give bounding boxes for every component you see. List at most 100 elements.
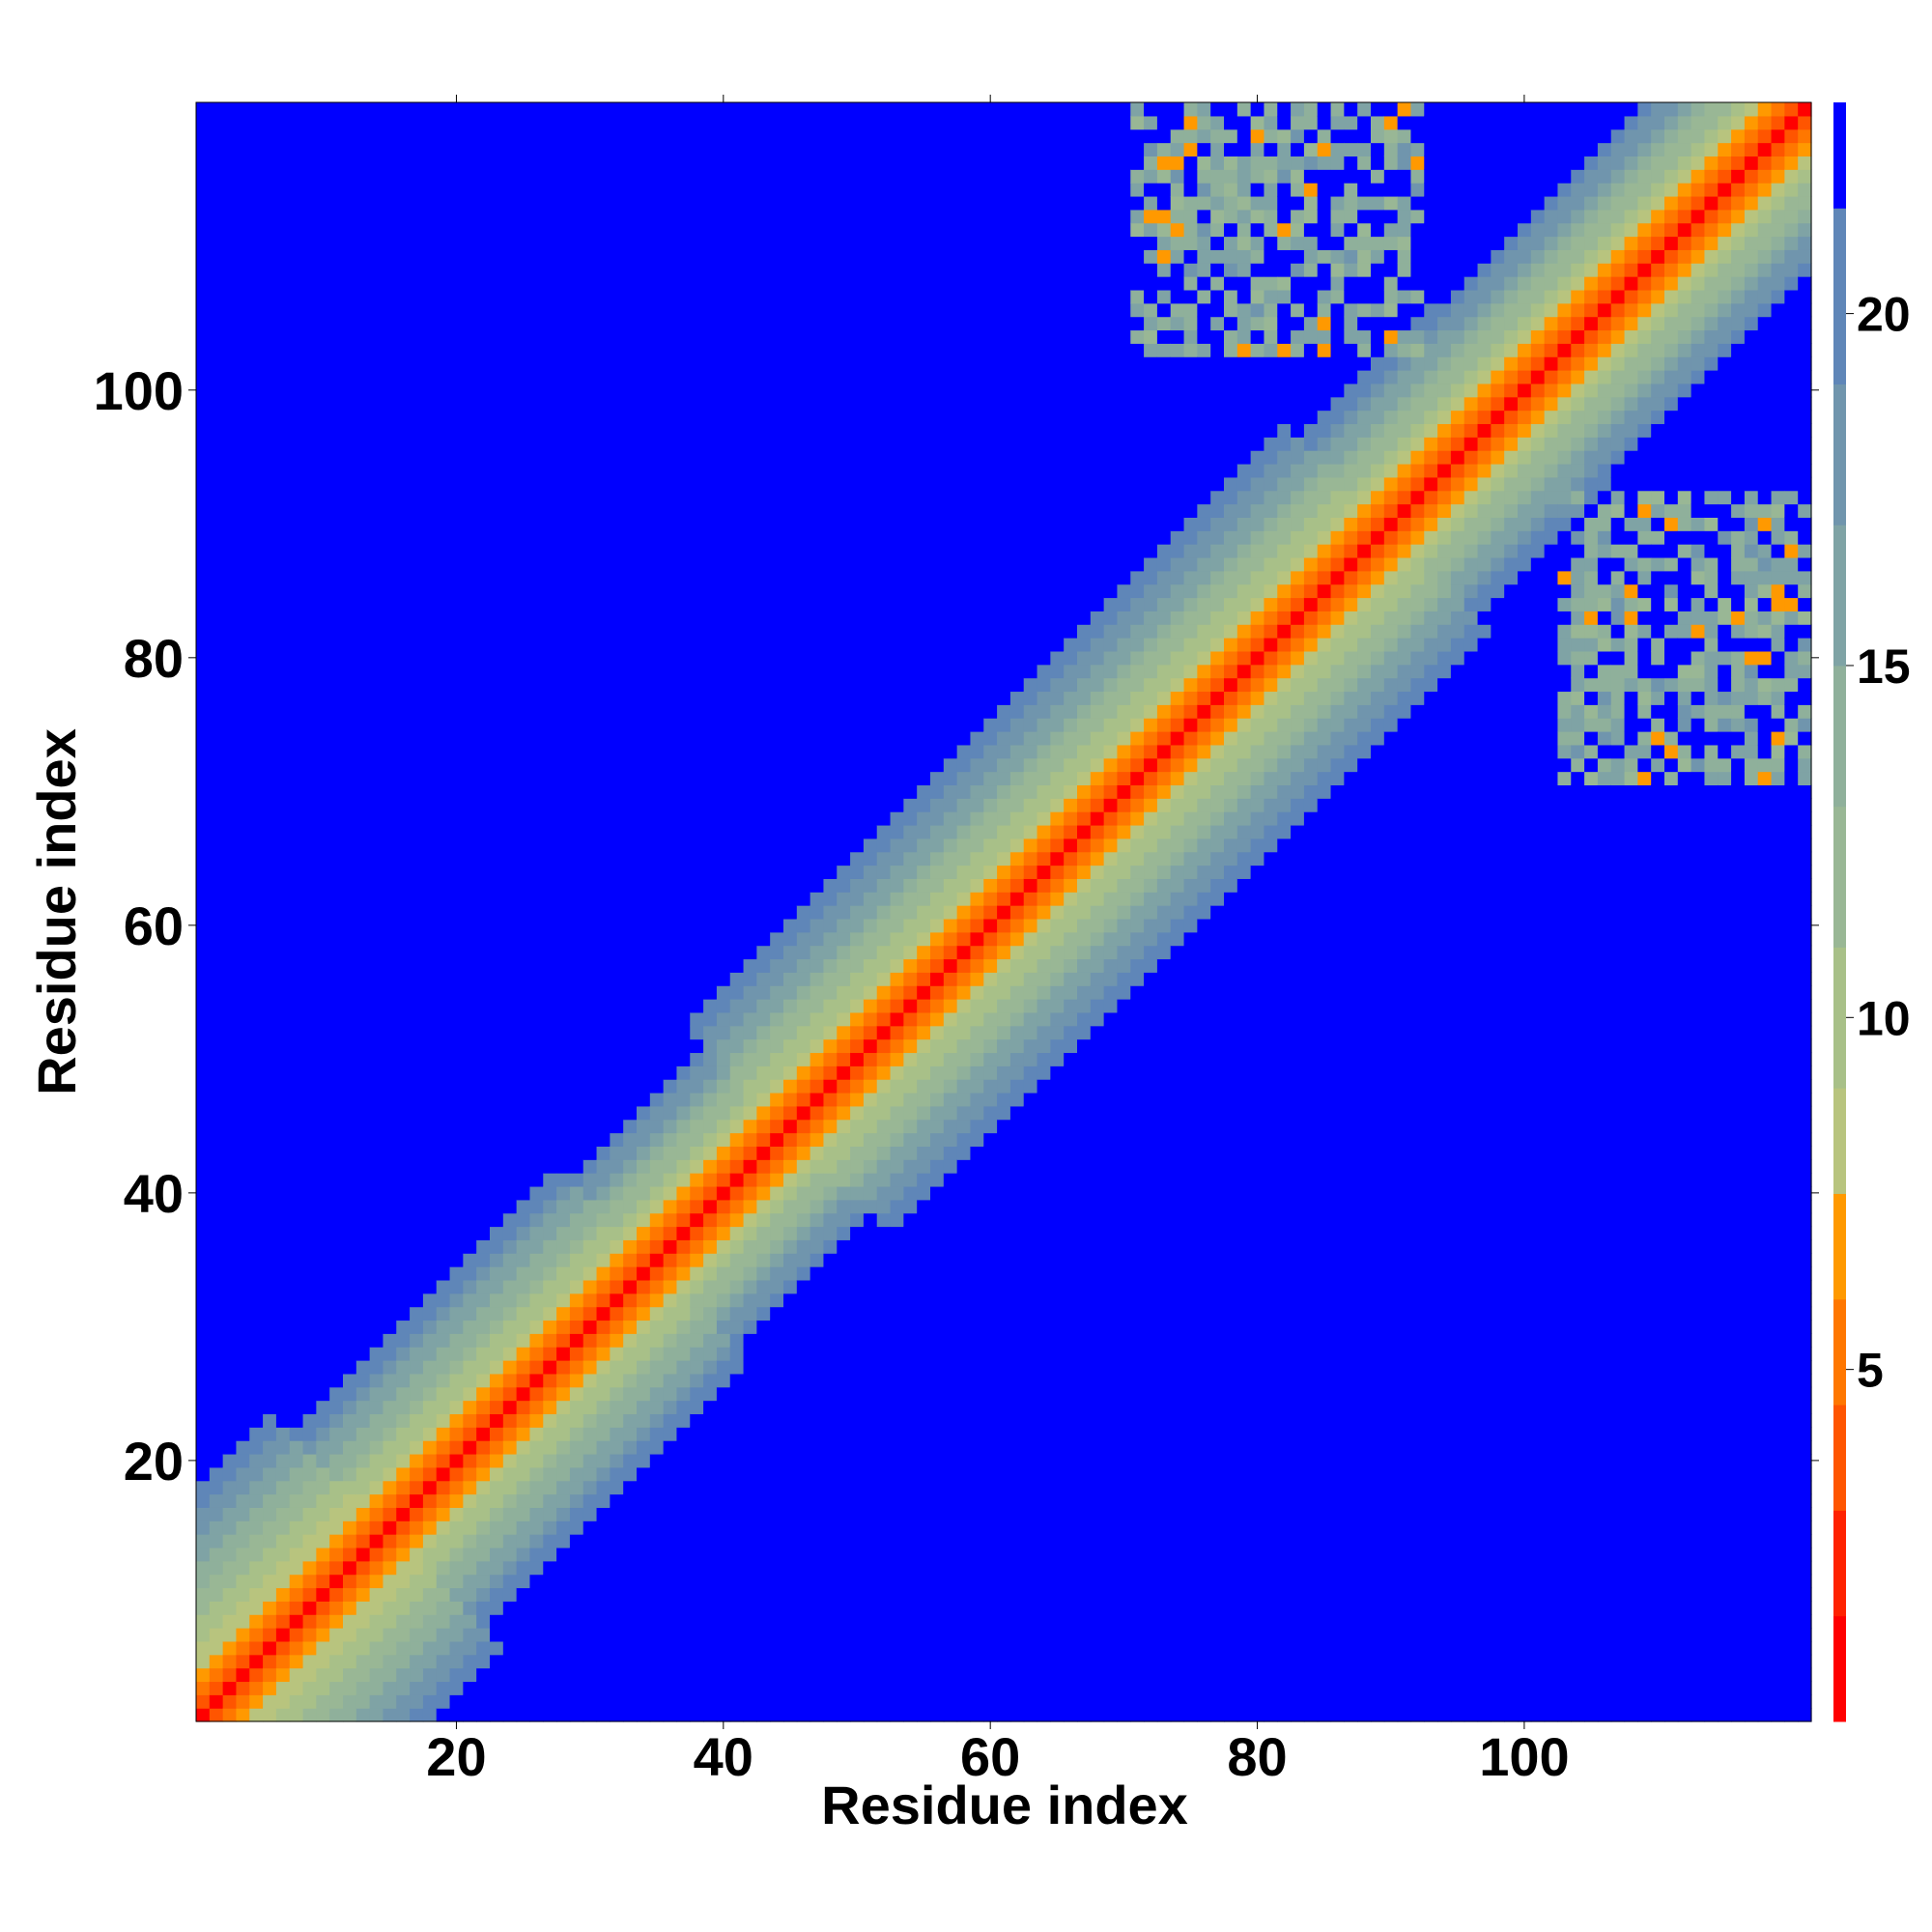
heatmap-cell <box>676 1373 691 1388</box>
heatmap-cell <box>316 195 330 211</box>
heatmap-cell <box>329 691 344 705</box>
heatmap-cell <box>476 289 491 304</box>
heatmap-cell <box>236 1333 250 1348</box>
heatmap-cell <box>649 530 665 545</box>
heatmap-cell <box>556 356 571 371</box>
heatmap-cell <box>222 958 238 973</box>
heatmap-cell <box>410 1400 424 1415</box>
heatmap-cell <box>490 1628 504 1642</box>
heatmap-cell <box>302 249 317 264</box>
heatmap-cell <box>436 1065 451 1080</box>
heatmap-cell <box>596 1520 611 1535</box>
heatmap-cell <box>637 757 651 773</box>
heatmap-cell <box>596 597 611 611</box>
heatmap-cell <box>556 1453 571 1468</box>
heatmap-cell <box>369 1199 384 1214</box>
heatmap-cell <box>623 302 638 318</box>
heatmap-cell <box>569 985 584 1000</box>
heatmap-cell <box>596 423 611 438</box>
heatmap-cell <box>649 757 665 773</box>
heatmap-cell <box>676 1092 691 1107</box>
heatmap-cell <box>422 1025 438 1040</box>
heatmap-cell <box>410 1065 424 1080</box>
heatmap-cell <box>422 1493 438 1508</box>
heatmap-cell <box>263 744 277 759</box>
heatmap-cell <box>355 1453 371 1468</box>
heatmap-cell <box>743 1400 757 1415</box>
heatmap-cell <box>383 1534 397 1548</box>
heatmap-cell <box>582 624 598 639</box>
heatmap-cell <box>222 289 238 304</box>
heatmap-cell <box>610 1119 624 1134</box>
heatmap-cell <box>649 1347 665 1361</box>
heatmap-cell <box>502 142 518 156</box>
heatmap-cell <box>329 985 344 1000</box>
heatmap-cell <box>329 1507 344 1521</box>
heatmap-cell <box>343 183 357 197</box>
heatmap-cell <box>676 1320 691 1334</box>
heatmap-cell <box>529 945 544 960</box>
heatmap-cell <box>716 677 731 693</box>
heatmap-cell <box>543 249 557 264</box>
heatmap-cell <box>289 476 304 492</box>
heatmap-cell <box>529 1694 544 1709</box>
heatmap-cell <box>637 517 651 531</box>
heatmap-cell <box>463 383 477 398</box>
heatmap-cell <box>703 356 718 371</box>
heatmap-cell <box>275 1253 291 1267</box>
heatmap-cell <box>716 1306 731 1321</box>
heatmap-cell <box>449 851 464 867</box>
heatmap-cell <box>582 945 598 960</box>
heatmap-cell <box>449 718 464 732</box>
heatmap-cell <box>249 302 264 318</box>
heatmap-cell <box>582 544 598 558</box>
heatmap-cell <box>556 1185 571 1201</box>
heatmap-cell <box>410 1025 424 1040</box>
heatmap-cell <box>236 918 250 933</box>
heatmap-cell <box>743 1560 757 1576</box>
heatmap-cell <box>663 1480 678 1495</box>
heatmap-cell <box>289 410 304 425</box>
heatmap-cell <box>302 999 317 1013</box>
heatmap-cell <box>543 865 557 879</box>
heatmap-cell <box>596 343 611 357</box>
heatmap-cell <box>396 1253 411 1267</box>
heatmap-cell <box>316 718 330 732</box>
heatmap-cell <box>463 1146 477 1160</box>
heatmap-cell <box>476 1052 491 1066</box>
heatmap-cell <box>596 677 611 693</box>
heatmap-cell <box>637 1614 651 1629</box>
heatmap-cell <box>637 570 651 585</box>
heatmap-cell <box>610 1640 624 1656</box>
heatmap-cell <box>516 1333 531 1348</box>
heatmap-cell <box>329 544 344 558</box>
heatmap-cell <box>249 731 264 746</box>
heatmap-cell <box>289 1306 304 1321</box>
heatmap-cell <box>502 597 518 611</box>
heatmap-cell <box>690 183 704 197</box>
heatmap-cell <box>623 638 638 652</box>
heatmap-cell <box>663 638 678 652</box>
heatmap-cell <box>396 1079 411 1094</box>
heatmap-cell <box>569 476 584 492</box>
heatmap-cell <box>596 691 611 705</box>
heatmap-cell <box>569 1640 584 1656</box>
heatmap-cell <box>703 503 718 518</box>
heatmap-cell <box>703 1681 718 1695</box>
heatmap-cell <box>690 423 704 438</box>
heatmap-cell <box>663 583 678 599</box>
heatmap-cell <box>502 1266 518 1281</box>
heatmap-cell <box>490 450 504 465</box>
heatmap-cell <box>623 343 638 357</box>
heatmap-cell <box>355 718 371 732</box>
heatmap-cell <box>275 1400 291 1415</box>
heatmap-cell <box>703 1507 718 1521</box>
heatmap-cell <box>556 718 571 732</box>
heatmap-cell <box>729 931 745 947</box>
heatmap-cell <box>623 1587 638 1602</box>
heatmap-cell <box>703 851 718 867</box>
heatmap-cell <box>676 302 691 318</box>
heatmap-cell <box>410 892 424 906</box>
heatmap-cell <box>209 1347 224 1361</box>
heatmap-cell <box>463 1507 477 1521</box>
